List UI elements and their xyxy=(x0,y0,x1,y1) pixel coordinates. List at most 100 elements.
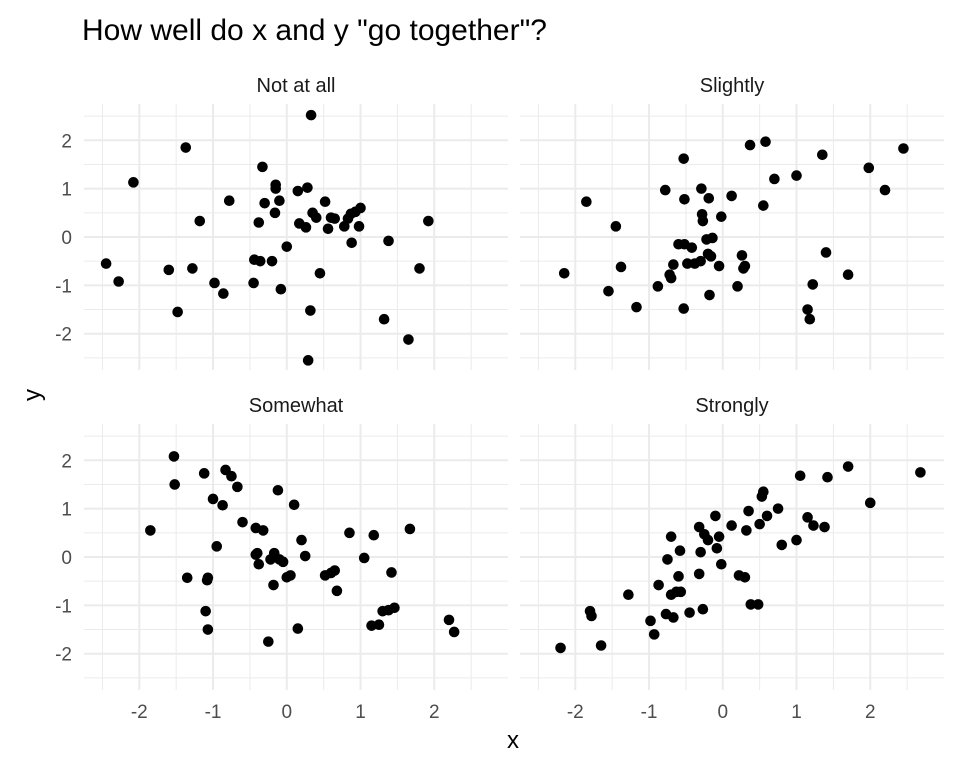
data-point xyxy=(732,281,743,292)
data-point xyxy=(281,241,293,252)
data-point xyxy=(270,179,282,191)
y-tick-label: -1 xyxy=(55,596,72,617)
data-point xyxy=(820,247,832,258)
data-point xyxy=(713,531,725,542)
data-point xyxy=(776,539,788,551)
y-tick-label: 1 xyxy=(61,500,72,521)
data-point xyxy=(741,525,752,536)
y-tick-label: 2 xyxy=(61,451,72,472)
data-point xyxy=(168,451,180,462)
data-point xyxy=(704,289,715,301)
data-point xyxy=(248,277,259,289)
data-point xyxy=(791,170,802,181)
data-point xyxy=(710,510,721,522)
data-point xyxy=(274,195,285,207)
data-point xyxy=(100,258,112,269)
data-point xyxy=(791,534,802,546)
data-point xyxy=(772,503,784,514)
data-point xyxy=(253,558,265,570)
data-point xyxy=(769,173,780,185)
y-tick-label: -2 xyxy=(55,645,72,666)
data-point xyxy=(302,355,314,366)
data-point xyxy=(794,470,806,482)
data-point xyxy=(268,579,279,591)
data-point xyxy=(275,283,287,295)
data-point xyxy=(319,196,331,207)
x-tick-label: -2 xyxy=(131,702,148,723)
data-point xyxy=(207,493,219,505)
data-point xyxy=(743,505,754,517)
x-axis-title: x xyxy=(507,727,519,754)
data-point xyxy=(822,471,833,483)
facet-strip-label: Not at all xyxy=(257,75,336,97)
data-point xyxy=(595,640,607,651)
data-point xyxy=(403,334,414,345)
data-point xyxy=(807,279,819,290)
x-tick-label: -1 xyxy=(205,702,222,723)
data-point xyxy=(232,481,243,493)
data-point xyxy=(754,518,765,530)
data-point xyxy=(697,603,709,615)
x-tick-label: -2 xyxy=(567,702,584,723)
data-point xyxy=(218,288,229,299)
data-point xyxy=(269,207,281,219)
data-point xyxy=(198,468,210,479)
data-point xyxy=(302,182,313,193)
x-tick-label: 2 xyxy=(429,702,440,723)
data-point xyxy=(226,470,237,482)
data-point xyxy=(443,614,455,626)
data-point xyxy=(253,217,265,228)
data-point xyxy=(299,550,311,562)
data-point xyxy=(758,200,769,211)
data-point xyxy=(802,512,813,523)
data-point xyxy=(648,629,660,640)
data-point xyxy=(266,255,278,267)
data-point xyxy=(705,251,717,262)
data-point xyxy=(645,615,656,627)
chart-title: How well do x and y "go together"? xyxy=(82,14,547,47)
data-point xyxy=(346,237,357,249)
data-point xyxy=(353,221,365,232)
data-point xyxy=(817,149,828,161)
data-point xyxy=(305,109,317,121)
data-point xyxy=(665,531,677,542)
data-point xyxy=(915,467,926,478)
data-point xyxy=(257,525,269,536)
data-point xyxy=(194,215,206,227)
facet-strip-label: Strongly xyxy=(695,395,768,417)
data-point xyxy=(716,211,727,222)
data-point xyxy=(674,545,686,557)
data-point xyxy=(223,195,235,207)
data-point xyxy=(695,255,706,267)
data-point xyxy=(358,552,370,564)
data-point xyxy=(761,510,773,522)
data-point xyxy=(128,177,139,188)
facet-strip-label: Slightly xyxy=(700,75,764,97)
data-point xyxy=(272,484,284,496)
data-point xyxy=(237,516,248,528)
data-point xyxy=(739,572,751,583)
facet-grid: Not at all -2 -1 0 1 2 Slightly Somewhat -2 -1 0 1 2… xyxy=(55,75,944,723)
data-point xyxy=(696,183,707,194)
data-point xyxy=(610,221,622,232)
data-point xyxy=(668,259,679,270)
y-axis-title: y xyxy=(19,389,46,401)
data-point xyxy=(586,610,597,622)
data-point xyxy=(200,605,211,617)
data-point xyxy=(202,624,214,635)
data-point xyxy=(277,556,289,568)
y-tick-label: -2 xyxy=(55,325,72,346)
data-point xyxy=(404,523,416,535)
data-point xyxy=(305,305,316,316)
facet-panel: Strongly -2 -1 0 1 2 xyxy=(520,395,944,723)
facet-panel: Slightly xyxy=(520,75,944,370)
x-tick-label: 2 xyxy=(865,702,876,723)
data-point xyxy=(310,212,322,223)
x-tick-label: 0 xyxy=(717,702,728,723)
data-point xyxy=(842,461,854,472)
facet-strip-label: Somewhat xyxy=(249,395,344,417)
x-tick-label: 1 xyxy=(791,702,802,723)
data-point xyxy=(288,499,300,511)
data-point xyxy=(389,602,400,614)
data-point xyxy=(665,272,677,284)
